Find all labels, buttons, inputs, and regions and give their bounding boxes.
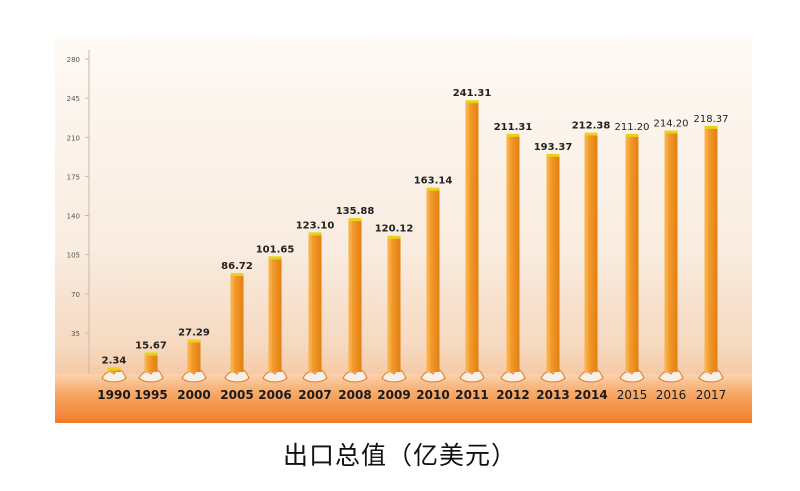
bar xyxy=(704,127,718,372)
bar-cap xyxy=(308,232,322,236)
data-label: 212.38 xyxy=(572,121,611,132)
bar-highlight xyxy=(426,189,430,372)
y-tick-label: 175 xyxy=(67,173,80,181)
bar-highlight xyxy=(387,237,391,372)
bar xyxy=(387,237,401,372)
bar-cap xyxy=(187,339,201,343)
bar-highlight xyxy=(704,127,708,372)
x-tick-label: 2015 xyxy=(617,388,648,402)
bar xyxy=(465,102,479,373)
x-tick-label: 2006 xyxy=(258,388,291,402)
x-tick-label: 2000 xyxy=(177,388,210,402)
bar-cap xyxy=(465,100,479,104)
data-label: 218.37 xyxy=(694,114,729,125)
bar xyxy=(625,135,639,372)
data-label: 214.20 xyxy=(654,119,689,130)
y-tick-label: 210 xyxy=(67,134,80,142)
y-tick-label: 280 xyxy=(67,56,80,64)
data-label: 86.72 xyxy=(221,261,253,272)
y-tick-label: 105 xyxy=(67,252,80,260)
bar-highlight xyxy=(506,135,510,372)
x-tick-label: 2012 xyxy=(496,388,529,402)
bar-highlight xyxy=(187,341,191,372)
data-label: 123.10 xyxy=(296,220,335,231)
x-tick-label: 1990 xyxy=(97,388,130,402)
bar-cap xyxy=(348,218,362,222)
bar xyxy=(308,234,322,372)
bar-cap xyxy=(387,235,401,239)
bar-cap xyxy=(426,187,440,191)
bar-cap xyxy=(625,133,639,137)
bar xyxy=(546,155,560,372)
data-label: 15.67 xyxy=(135,340,167,351)
bar-cap xyxy=(664,130,678,134)
y-tick-label: 140 xyxy=(67,213,80,221)
bar xyxy=(144,354,158,372)
bar-highlight xyxy=(664,132,668,372)
x-tick-label: 2005 xyxy=(220,388,253,402)
bar xyxy=(584,134,598,372)
bar-cap xyxy=(230,273,244,277)
bar-highlight xyxy=(268,258,272,372)
bar-highlight xyxy=(625,135,629,372)
x-tick-label: 2010 xyxy=(416,388,449,402)
x-tick-label: 2017 xyxy=(696,388,727,402)
data-label: 2.34 xyxy=(102,355,127,366)
data-label: 101.65 xyxy=(256,244,295,255)
y-tick-label: 245 xyxy=(67,95,80,103)
bar-cap xyxy=(268,256,282,260)
bar-cap xyxy=(506,133,520,137)
bar xyxy=(348,220,362,372)
bar-highlight xyxy=(107,369,111,372)
x-tick-label: 1995 xyxy=(134,388,167,402)
x-tick-label: 2011 xyxy=(455,388,488,402)
bar-highlight xyxy=(584,134,588,372)
bar-cap xyxy=(704,125,718,129)
x-tick-label: 2008 xyxy=(338,388,371,402)
x-tick-label: 2013 xyxy=(536,388,569,402)
bar xyxy=(187,341,201,372)
bar-cap xyxy=(107,367,121,371)
x-tick-label: 2007 xyxy=(298,388,331,402)
data-label: 135.88 xyxy=(336,206,375,217)
bar xyxy=(230,275,244,372)
bar-highlight xyxy=(348,220,352,372)
bar xyxy=(506,135,520,372)
x-tick-label: 2016 xyxy=(656,388,687,402)
bar-cap xyxy=(584,132,598,136)
bar xyxy=(426,189,440,372)
bar xyxy=(664,132,678,372)
data-label: 27.29 xyxy=(178,327,210,338)
bar xyxy=(268,258,282,372)
data-label: 163.14 xyxy=(414,176,453,187)
bar-highlight xyxy=(465,102,469,373)
bar-cap xyxy=(546,153,560,157)
x-tick-label: 2014 xyxy=(574,388,607,402)
bar xyxy=(107,369,121,372)
data-label: 120.12 xyxy=(375,224,414,235)
data-label: 211.20 xyxy=(615,122,650,133)
data-label: 241.31 xyxy=(453,88,492,99)
x-tick-label: 2009 xyxy=(377,388,410,402)
chart-title: 出口总值（亿美元） xyxy=(282,441,517,470)
data-label: 211.31 xyxy=(494,122,533,133)
bar-highlight xyxy=(230,275,234,372)
bar-highlight xyxy=(546,155,550,372)
data-label: 193.37 xyxy=(534,142,573,153)
y-tick-label: 35 xyxy=(71,330,80,338)
bar-highlight xyxy=(308,234,312,372)
bar-cap xyxy=(144,352,158,356)
bar-highlight xyxy=(144,354,148,372)
y-tick-label: 70 xyxy=(71,291,80,299)
